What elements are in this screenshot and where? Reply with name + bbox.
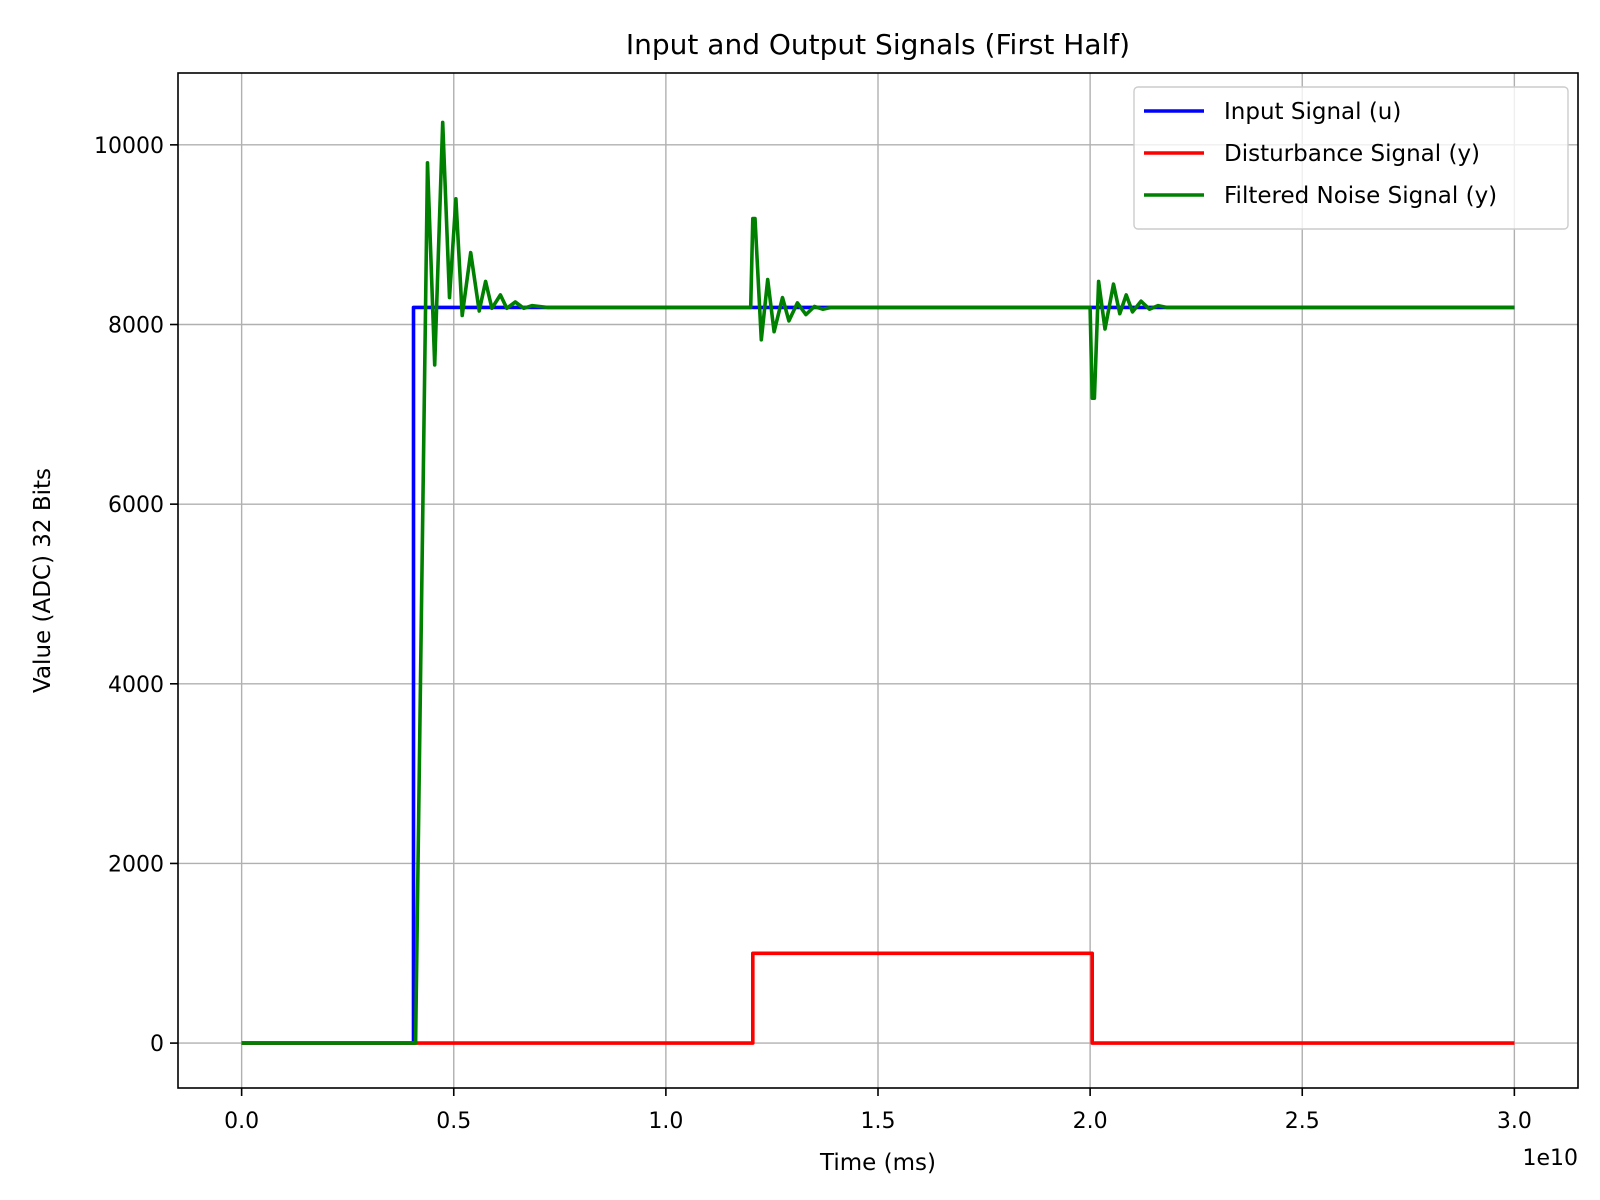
series-line-2 bbox=[241, 951, 1515, 1045]
series-lines bbox=[241, 120, 1515, 1045]
x-tick-label: 1.0 bbox=[648, 1109, 683, 1134]
x-tick-label: 0.5 bbox=[436, 1109, 471, 1134]
ticks: 0.0 0.5 1.0 1.5 2.0 2.5 3.0 0 2000 4000 6000 8000 10… bbox=[94, 134, 1532, 1134]
x-tick-label: 2.0 bbox=[1073, 1109, 1108, 1134]
chart-title: Input and Output Signals (First Half) bbox=[626, 28, 1130, 61]
legend-label: Filtered Noise Signal (y) bbox=[1224, 183, 1497, 209]
legend-box bbox=[1133, 86, 1569, 230]
y-tick-label: 2000 bbox=[108, 852, 164, 877]
y-tick-label: 10000 bbox=[94, 134, 164, 159]
series-line-3 bbox=[241, 120, 1515, 1045]
x-tick-label: 1.5 bbox=[861, 1109, 896, 1134]
x-tick-label: 2.5 bbox=[1285, 1109, 1320, 1134]
y-tick-label: 4000 bbox=[108, 673, 164, 698]
y-tick-label: 8000 bbox=[108, 314, 164, 339]
x-tick-label: 0.0 bbox=[224, 1109, 259, 1134]
y-axis-title: Value (ADC) 32 Bits bbox=[30, 468, 56, 693]
y-tick-label: 0 bbox=[150, 1032, 164, 1057]
legend-label: Input Signal (u) bbox=[1224, 99, 1401, 125]
x-axis-offset-label: 1e10 bbox=[1522, 1146, 1578, 1171]
legend-label: Disturbance Signal (y) bbox=[1224, 141, 1480, 167]
x-axis-title: Time (ms) bbox=[819, 1150, 936, 1176]
x-tick-label: 3.0 bbox=[1497, 1109, 1532, 1134]
y-tick-label: 6000 bbox=[108, 493, 164, 518]
legend: Input Signal (u) Disturbance Signal (y) Fi… bbox=[1133, 86, 1569, 230]
